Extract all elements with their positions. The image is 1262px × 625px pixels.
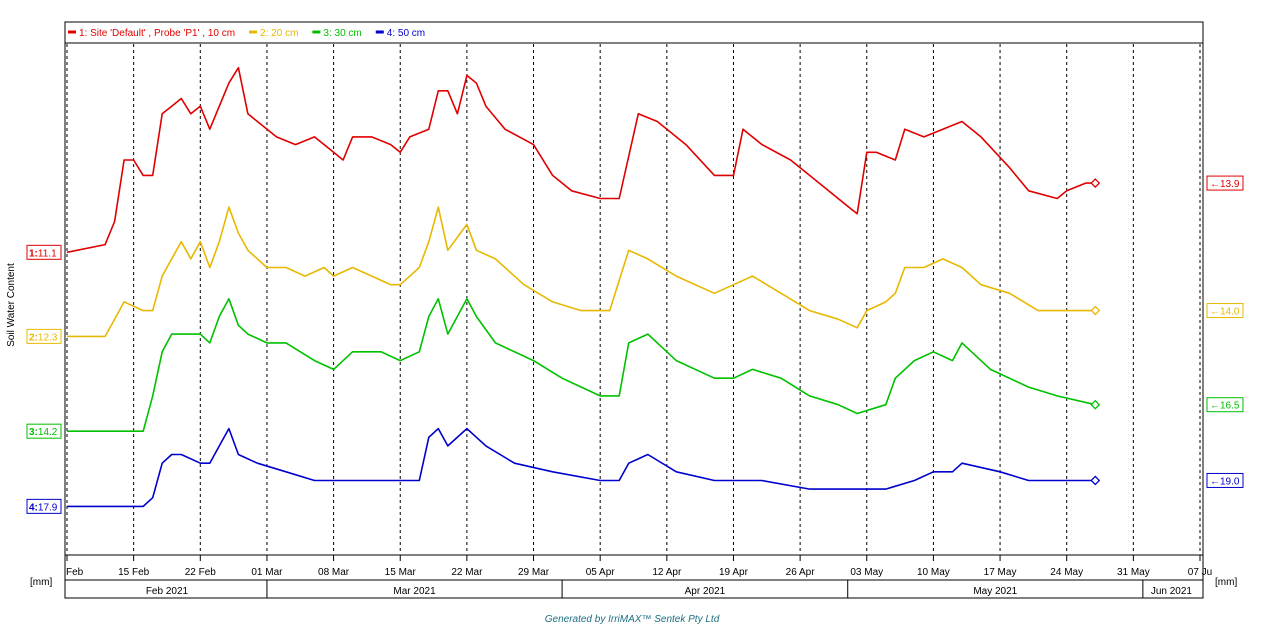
plot-frame	[64, 21, 1204, 556]
end-value-box	[1206, 472, 1244, 488]
legend-label: 3: 30 cm	[323, 28, 361, 39]
series-end-marker	[1090, 475, 1101, 486]
month-label: Feb 2021	[146, 586, 189, 597]
month-label: Jun 2021	[1151, 586, 1193, 597]
legend: 1: Site 'Default' , Probe 'P1' , 10 cm 2:…	[68, 28, 425, 39]
start-value-label: 2:12.3	[29, 332, 58, 343]
start-value-box	[26, 328, 62, 344]
start-value-box	[26, 423, 62, 439]
series-end-marker	[1090, 399, 1101, 410]
legend-label: 1: Site 'Default' , Probe 'P1' , 10 cm	[79, 28, 235, 39]
x-tick-label: 24 May	[1050, 567, 1083, 578]
x-tick-label: 01 Mar	[251, 567, 283, 578]
left-readouts: 1:11.1 2:12.3 3:14.2 4:17.9	[26, 244, 62, 514]
x-tick-label: 17 May	[984, 567, 1017, 578]
start-value-label: 3:14.2	[29, 427, 58, 438]
series-end-marker	[1090, 178, 1101, 188]
x-tick-label: 05 Apr	[586, 567, 616, 578]
start-value-box	[26, 498, 62, 514]
y-axis-label: Soil Water Content	[6, 263, 17, 347]
x-tick-label: 26 Apr	[786, 567, 816, 578]
start-value-box	[26, 244, 62, 260]
legend-label: 2: 20 cm	[260, 28, 298, 39]
left-unit-label: [mm]	[30, 577, 52, 588]
x-tick-label: 22 Mar	[451, 567, 483, 578]
x-tick-label: 19 Apr	[719, 567, 749, 578]
x-tick-label: 10 May	[917, 567, 950, 578]
x-tick-label: 15 Feb	[118, 567, 150, 578]
x-axis-ticks: Feb 15 Feb 22 Feb 01 Mar 08 Mar 15 Mar 22 Mar 2…	[66, 555, 1212, 578]
series-line	[66, 66, 1096, 254]
x-tick-label: 12 Apr	[652, 567, 682, 578]
x-tick-label: 31 May	[1117, 567, 1150, 578]
start-value-label: 4:17.9	[29, 502, 58, 513]
x-tick-label: Feb	[66, 567, 84, 578]
footer-credit: Generated by IrriMAX™ Sentek Pty Ltd	[545, 614, 720, 625]
end-value-label: ←14.0	[1210, 307, 1240, 318]
series-line	[67, 206, 1096, 338]
series-lines	[66, 66, 1101, 508]
x-tick-label: 15 Mar	[385, 567, 417, 578]
x-tick-label: 22 Feb	[185, 567, 217, 578]
end-value-label: ←19.0	[1210, 476, 1240, 487]
x-tick-label: 08 Mar	[318, 567, 350, 578]
x-tick-label: 03 May	[850, 567, 883, 578]
x-tick-label: 29 Mar	[518, 567, 550, 578]
right-unit-label: [mm]	[1215, 577, 1237, 588]
series-line	[67, 427, 1096, 508]
month-label: Mar 2021	[393, 586, 436, 597]
date-axis-frame	[64, 554, 1204, 599]
start-value-label: 1:11.1	[29, 248, 57, 259]
legend-label: 4: 50 cm	[387, 28, 425, 39]
end-value-box	[1206, 175, 1244, 191]
end-value-box	[1206, 303, 1244, 319]
end-value-label: ←16.5	[1210, 401, 1240, 412]
right-readouts: ←13.9 ←14.0 ←16.5 ←19.0	[1206, 175, 1244, 488]
end-value-box	[1206, 397, 1244, 413]
month-label: May 2021	[973, 586, 1017, 597]
end-value-label: ←13.9	[1210, 179, 1240, 190]
series-line	[67, 297, 1096, 433]
gridlines	[66, 44, 1201, 554]
x-tick-label: 07 Ju	[1188, 567, 1212, 578]
month-axis: Feb 2021 Mar 2021 Apr 2021 May 2021 Jun 2021	[146, 580, 1193, 598]
series-end-marker	[1090, 305, 1101, 316]
month-label: Apr 2021	[685, 586, 726, 597]
